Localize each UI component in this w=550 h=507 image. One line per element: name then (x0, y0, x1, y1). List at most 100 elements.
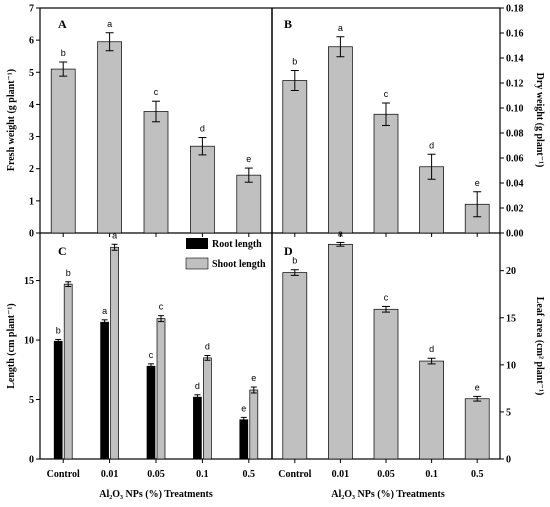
panel-b-ylabel: Dry weight (g plant⁻¹) (534, 73, 545, 168)
panel-d-tag: D (284, 244, 293, 258)
panel-b-ytick-label: 0.18 (506, 4, 524, 15)
panel-b-ytick-label: 0.10 (506, 104, 524, 115)
panel-c-xtick-label: 0.05 (147, 469, 165, 480)
panel-c-significance-letter: b (66, 268, 71, 278)
panel-b-significance-letter: a (338, 23, 343, 33)
panel-c-ytick-label: 15 (24, 276, 34, 287)
panel-c-bar (239, 419, 249, 460)
panel-c-significance-letter: e (251, 373, 256, 383)
panel-a-ytick-label: 0 (29, 229, 34, 240)
panel-d-xtick-label: 0.5 (471, 469, 484, 480)
panel-d-bar (464, 398, 490, 460)
panel-c-significance-letter: c (149, 350, 154, 360)
panel-c-bar (110, 246, 119, 460)
legend-label-shoot: Shoot length (212, 259, 266, 270)
panel-c-bar (193, 396, 202, 460)
panel-c-significance-letter: a (102, 306, 107, 316)
panel-b-bar (282, 80, 308, 234)
panel-b-tag: B (284, 17, 292, 31)
panel-c-bar (100, 321, 109, 460)
panel-a-bar (190, 145, 215, 234)
panel-d-xtick-label: 0.05 (377, 469, 395, 480)
panel-d-bar (373, 308, 399, 460)
panel-c-xtick-label: Control (47, 469, 80, 480)
panel-a-ytick-label: 1 (29, 196, 34, 207)
panel-a-significance-letter: c (154, 87, 159, 97)
panel-c-significance-letter: e (241, 403, 246, 413)
panel-a-ytick-label: 5 (29, 68, 34, 79)
panel-b-ytick-label: 0.12 (506, 79, 524, 90)
panel-d-significance-letter: a (338, 228, 343, 238)
panel-b-significance-letter: e (475, 178, 480, 188)
panel-c-ytick-label: 5 (29, 395, 34, 406)
panel-b-bar (373, 113, 399, 234)
panel-c-ytick-label: 10 (24, 336, 34, 347)
panel-a-ytick-label: 7 (29, 4, 34, 15)
panel-a-tag: A (58, 17, 67, 31)
panel-c-significance-letter: b (56, 325, 61, 335)
panel-d-bar (328, 243, 353, 460)
panel-d-significance-letter: c (384, 292, 389, 302)
panel-c-xtick-label: 0.5 (243, 469, 256, 480)
panel-d-xtick-label: 0.01 (332, 469, 350, 480)
panel-d-xtick-label: 0.1 (425, 469, 438, 480)
panel-d-ytick-label: 15 (506, 313, 516, 324)
panel-d-ytick-label: 0 (506, 455, 511, 466)
panel-d-ytick-label: 5 (506, 407, 511, 418)
panel-d-xtick-label: Control (278, 469, 311, 480)
panel-a-significance-letter: d (200, 124, 205, 134)
panel-a-bar (50, 68, 76, 234)
panel-c-significance-letter: a (112, 230, 117, 240)
panel-c-bar (53, 340, 63, 460)
panel-d-significance-letter: b (292, 256, 297, 266)
panel-d-ylabel: Leaf area (cm² plant⁻¹) (534, 297, 545, 396)
panel-b-ytick-label: 0.14 (506, 54, 524, 65)
panel-c-xtick-label: 0.1 (196, 469, 209, 480)
panel-a-ylabel: Fresh weight (g plant⁻¹) (6, 69, 17, 171)
panel-d-bar (282, 272, 308, 460)
panel-c-ytick-label: 0 (29, 455, 34, 466)
panel-a-significance-letter: e (246, 154, 251, 164)
panel-a-bar (143, 111, 169, 234)
panel-a-ytick-label: 6 (29, 36, 34, 47)
panel-d-bar (419, 360, 444, 460)
panel-a-ytick-label: 2 (29, 164, 34, 175)
panel-b-ytick-label: 0.06 (506, 154, 524, 165)
panel-d-significance-letter: e (475, 382, 480, 392)
panel-c-bar (203, 357, 212, 460)
panel-c-bar (156, 318, 166, 460)
panel-b-ytick-label: 0.04 (506, 179, 524, 190)
panel-c-ylabel: Length (cm plant⁻¹) (6, 303, 17, 389)
panel-d-ytick-label: 20 (506, 266, 516, 277)
panel-b-ytick-label: 0.08 (506, 129, 524, 140)
legend-swatch-shoot (185, 257, 209, 270)
panel-c-tag: C (58, 244, 67, 258)
panel-a-bar (236, 174, 262, 234)
panel-c-significance-letter: c (159, 302, 164, 312)
panel-b-bar (328, 46, 353, 234)
panel-b-ytick-label: 0.02 (506, 204, 524, 215)
panel-b-significance-letter: c (384, 89, 389, 99)
panel-b-ytick-label: 0.16 (506, 29, 524, 40)
panel-c-significance-letter: d (205, 342, 210, 352)
legend-label-root: Root length (212, 239, 262, 250)
panel-b-significance-letter: d (429, 140, 434, 150)
panel-a-ytick-label: 4 (29, 100, 34, 111)
panel-c-bar (63, 283, 73, 460)
panel-d-significance-letter: d (429, 344, 434, 354)
x-axis-title-left: Al₂O₃ NPs (%) Treatments (99, 489, 213, 500)
panel-c-bar (249, 389, 259, 460)
panel-a-bar (97, 41, 122, 234)
x-axis-title-right: Al₂O₃ NPs (%) Treatments (331, 489, 445, 500)
panel-a-significance-letter: a (107, 19, 112, 29)
legend-swatch-root (186, 238, 208, 249)
panel-d-ytick-label: 10 (506, 360, 516, 371)
panel-b-significance-letter: b (292, 57, 297, 67)
panel-a-ytick-label: 3 (29, 132, 34, 143)
panel-b-ytick-label: 0.00 (506, 229, 524, 240)
panel-c-significance-letter: d (195, 381, 200, 391)
panel-c-xtick-label: 0.01 (101, 469, 119, 480)
panel-a-significance-letter: b (61, 48, 66, 58)
panel-c-bar (146, 365, 156, 460)
